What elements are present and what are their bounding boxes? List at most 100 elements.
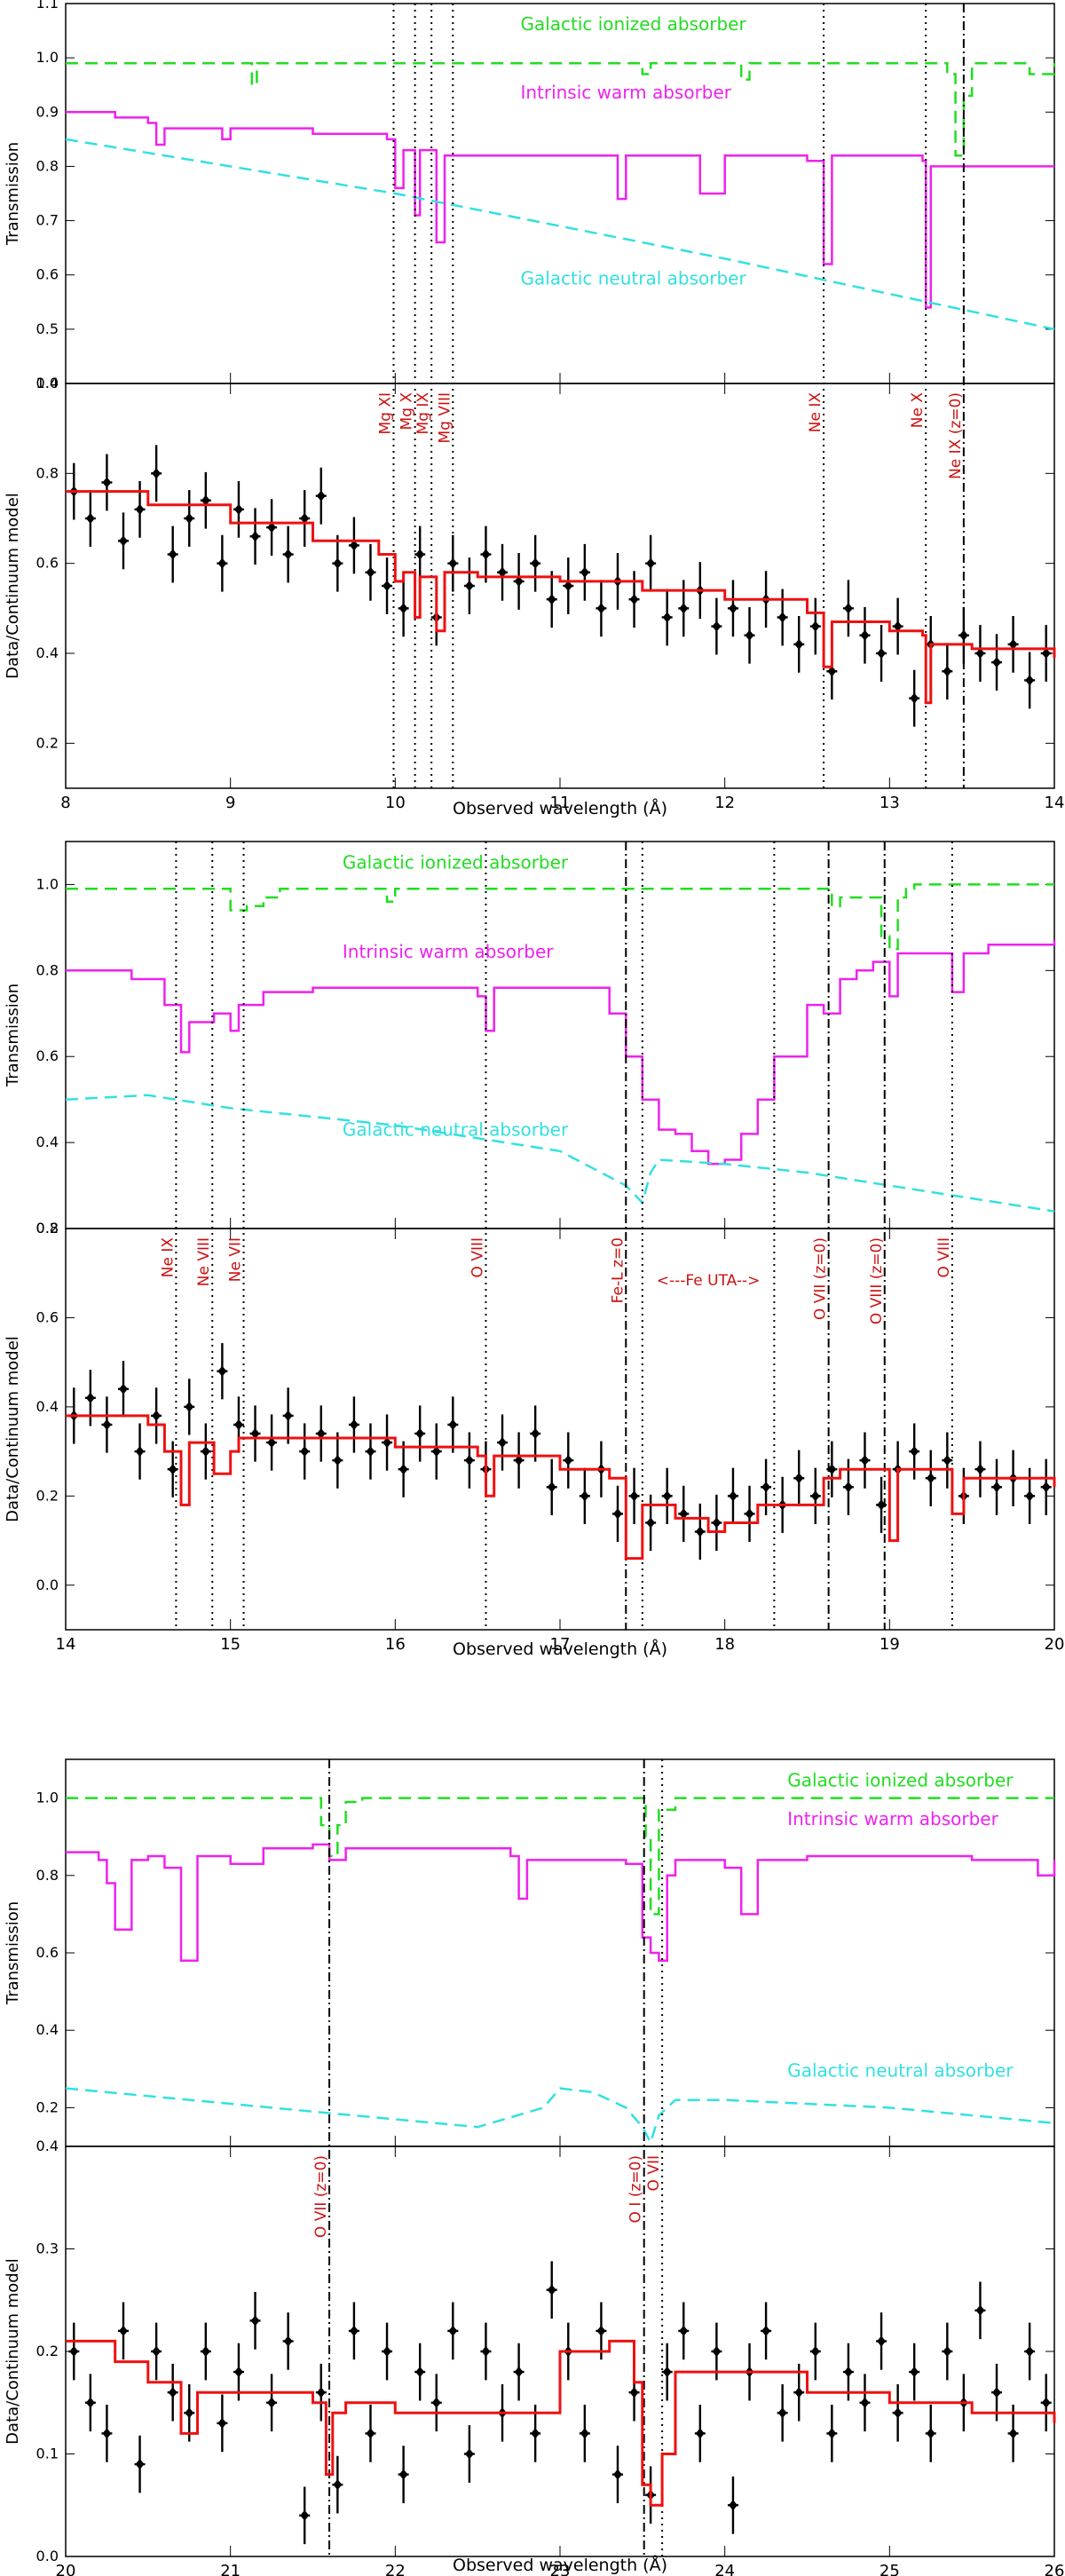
series-galactic-ionized: [66, 1797, 1054, 1916]
data-point: [185, 1401, 194, 1412]
data-point: [1041, 1482, 1051, 1493]
data-point: [383, 2346, 392, 2357]
data-point: [777, 2407, 787, 2419]
data-point: [629, 1490, 639, 1502]
data-point: [267, 522, 277, 533]
data-point: [794, 2387, 804, 2398]
data-point: [168, 2387, 178, 2398]
transmission-ytick-label: 0.6: [36, 266, 59, 283]
data-point: [300, 513, 310, 524]
data-point: [596, 603, 606, 614]
transmission-ytick-label: 1.1: [36, 0, 59, 12]
data-point: [349, 2325, 359, 2336]
data-point: [728, 2500, 738, 2511]
data-point: [448, 1418, 458, 1430]
data-point: [728, 1490, 738, 1502]
data-point: [531, 557, 540, 569]
data-point: [810, 1490, 820, 1502]
line-label: Fe-L z=0: [609, 1237, 627, 1303]
data-point: [168, 1464, 178, 1475]
data-point: [629, 2387, 639, 2398]
data-point: [267, 1437, 277, 1449]
data-point: [926, 1473, 935, 1484]
xtick-label: 13: [880, 794, 900, 812]
data-point: [646, 1517, 656, 1529]
data-point: [943, 666, 952, 677]
transmission-ytick-label: 0.8: [36, 961, 59, 978]
series-intrinsic-warm: [66, 111, 1054, 309]
xtick-label: 19: [880, 1635, 900, 1654]
data-point: [580, 2428, 589, 2439]
data-point: [448, 557, 458, 569]
data-point: [217, 1365, 227, 1377]
data-point: [498, 566, 508, 578]
data-point: [910, 692, 919, 704]
data-point: [810, 2346, 820, 2357]
transmission-ytick-label: 0.7: [36, 212, 59, 229]
line-label: O VII (z=0): [812, 1237, 830, 1320]
ratio-ytick-label: 1.0: [36, 375, 59, 391]
data-point: [662, 1490, 672, 1502]
data-point: [794, 1473, 804, 1484]
data-point: [333, 2479, 343, 2491]
data-point: [514, 575, 524, 587]
data-point: [679, 603, 689, 614]
line-label: Ne VII: [227, 1237, 245, 1282]
data-point: [383, 1437, 392, 1449]
data-point: [596, 2325, 606, 2336]
data-point: [777, 612, 787, 623]
panel-3: 0.2 0.4 0.6 0.8 1.0 Galactic ionized absorber…: [4, 1758, 1064, 2576]
ratio-ytick-label: 0.8: [36, 464, 59, 481]
xtick-label: 16: [385, 1635, 406, 1654]
data-point: [366, 1446, 375, 1458]
data-point: [168, 549, 178, 560]
line-label: Mg IX: [414, 392, 432, 435]
data-point: [398, 2469, 408, 2480]
data-point: [695, 2428, 705, 2439]
data-point: [448, 2325, 458, 2336]
data-point: [547, 594, 556, 605]
data-point: [333, 1455, 343, 1466]
data-point: [662, 2367, 672, 2378]
data-point: [877, 648, 887, 659]
transmission-ytick-label: 0.9: [36, 103, 59, 120]
data-point: [761, 2325, 771, 2336]
data-point: [827, 1464, 837, 1475]
data-point: [498, 1437, 508, 1449]
data-point: [612, 1508, 622, 1520]
data-point: [728, 603, 738, 614]
data-point: [316, 1428, 326, 1440]
xtick-label: 21: [220, 2562, 241, 2576]
data-point: [85, 1392, 95, 1403]
data-point: [185, 2407, 194, 2419]
data-point: [547, 2284, 556, 2295]
ratio-ytick-label: 0.6: [36, 1308, 59, 1325]
data-point: [843, 603, 853, 614]
line-label: Ne VIII: [195, 1237, 213, 1286]
transmission-ytick-label: 1.0: [36, 875, 59, 892]
transmission-ytick-label: 1.0: [36, 1790, 59, 1806]
line-label: O I (z=0): [627, 2155, 645, 2223]
data-point: [85, 513, 95, 524]
data-point: [201, 2346, 210, 2357]
ratio-ytick-label: 0.3: [36, 2240, 59, 2257]
data-point: [366, 566, 375, 578]
data-point: [827, 666, 837, 677]
transmission-ytick-label: 0.6: [36, 1944, 59, 1961]
ratio-ytick-label: 0.8: [36, 1220, 59, 1237]
ratio-y-axis-label: Data/Continuum model: [4, 493, 22, 679]
data-point: [398, 1464, 408, 1475]
data-point: [843, 2367, 853, 2378]
line-label: Mg X: [398, 392, 416, 431]
ratio-y-axis-label: Data/Continuum model: [4, 1336, 22, 1522]
data-point: [1025, 1490, 1035, 1502]
transmission-ytick-label: 0.4: [36, 375, 59, 391]
data-point: [531, 2428, 540, 2439]
data-point: [860, 1455, 870, 1466]
legend-label: Galactic ionized absorber: [343, 852, 569, 873]
data-point: [349, 540, 359, 551]
data-point: [217, 557, 227, 569]
xtick-label: 24: [714, 2562, 735, 2576]
xtick-label: 8: [60, 794, 70, 812]
